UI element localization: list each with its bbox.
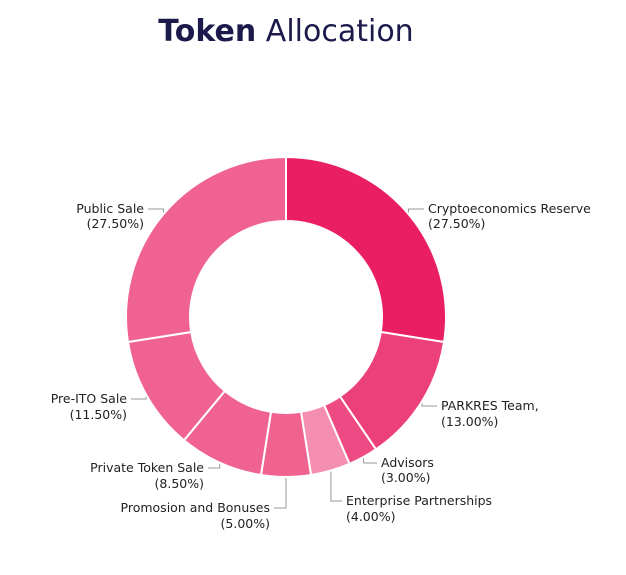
leader-line-public-sale — [148, 208, 165, 213]
chart-title-bold: Token — [158, 14, 257, 49]
leader-line-advisors — [363, 458, 377, 464]
label-value-enterprise-partnerships: (4.00%) — [346, 509, 395, 524]
label-value-public-sale: (27.50%) — [87, 216, 144, 231]
label-name-private-token-sale: Private Token Sale — [90, 460, 204, 475]
leader-line-private-token-sale — [208, 463, 221, 469]
chart-title: Token Allocation — [0, 14, 572, 49]
label-value-private-token-sale: (8.50%) — [155, 476, 204, 491]
slice-cryptoeconomics-reserve[interactable] — [285, 155, 447, 344]
label-name-cryptoeconomics-reserve: Cryptoeconomics Reserve — [428, 201, 591, 216]
label-value-promosion-and-bonuses: (5.00%) — [221, 516, 270, 531]
label-name-pre-ito-sale: Pre-ITO Sale — [51, 391, 128, 406]
leader-line-pre-ito-sale — [131, 396, 147, 400]
label-value-pre-ito-sale: (11.50%) — [70, 407, 127, 422]
label-name-public-sale: Public Sale — [76, 201, 144, 216]
label-name-parkres-team: PARKRES Team, — [441, 398, 539, 413]
label-name-enterprise-partnerships: Enterprise Partnerships — [346, 493, 492, 508]
leader-line-cryptoeconomics-reserve — [407, 208, 424, 213]
label-value-parkres-team: (13.00%) — [441, 414, 498, 429]
label-name-advisors: Advisors — [381, 455, 434, 470]
label-value-advisors: (3.00%) — [381, 470, 430, 485]
chart-title-rest: Allocation — [265, 14, 414, 49]
leader-line-parkres-team — [421, 403, 437, 407]
slice-public-sale[interactable] — [125, 155, 287, 344]
leader-line-promosion-and-bonuses — [274, 478, 287, 509]
leader-line-enterprise-partnerships — [330, 471, 342, 502]
label-name-promosion-and-bonuses: Promosion and Bonuses — [121, 500, 270, 515]
label-value-cryptoeconomics-reserve: (27.50%) — [428, 216, 485, 231]
